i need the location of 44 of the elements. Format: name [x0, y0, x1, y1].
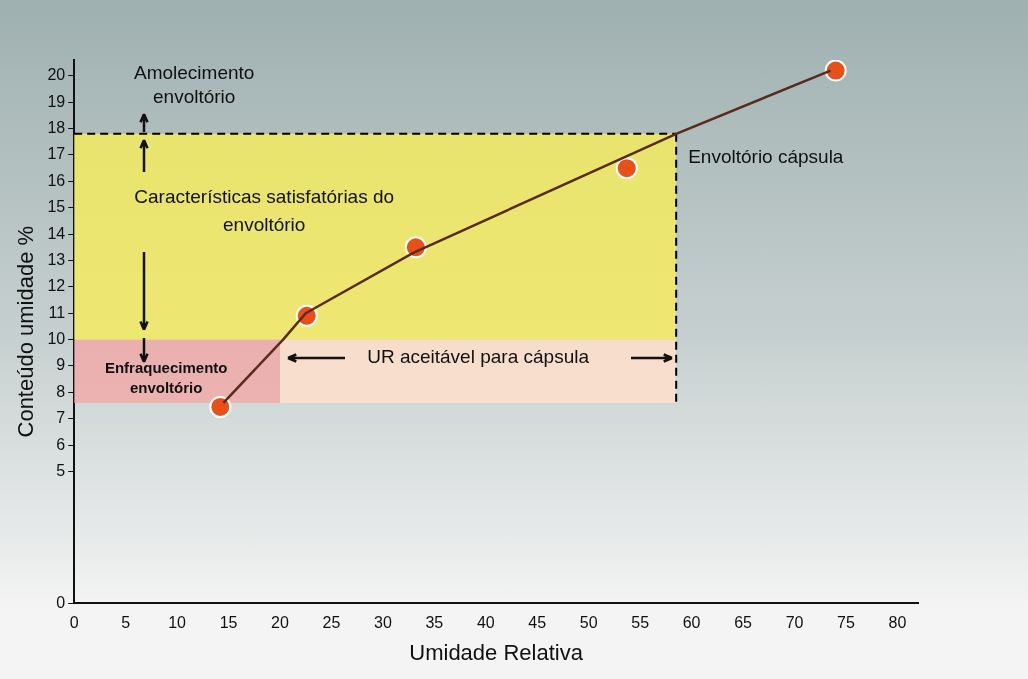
x-tick-label: 55	[631, 614, 650, 632]
band-label: Características satisfatórias do envoltório	[134, 185, 395, 235]
x-tick-label: 40	[476, 614, 495, 632]
x-tick-label: 50	[579, 614, 598, 632]
y-tick-label: 5	[56, 461, 66, 479]
y-tick-label: 0	[56, 593, 66, 611]
y-tick-label: 9	[56, 356, 66, 374]
y-tick-label: 8	[56, 382, 66, 400]
x-tick-label: 0	[69, 614, 79, 632]
series-label: Envoltório cápsula	[688, 146, 844, 168]
x-tick-label: 60	[682, 614, 701, 632]
point	[209, 395, 232, 418]
x-tick-label: 35	[425, 614, 444, 632]
x-tick-label: 5	[121, 614, 131, 632]
y-tick-label: 10	[47, 330, 66, 348]
point	[615, 157, 638, 180]
x-tick-label: 45	[528, 614, 547, 632]
y-tick-label: 18	[47, 118, 66, 136]
band-label: Enfraquecimento envoltório	[104, 359, 228, 397]
x-tick-label: 80	[888, 614, 907, 632]
x-tick-label: 10	[168, 614, 187, 632]
x-tick-label: 20	[271, 614, 289, 632]
x-tick-label: 15	[219, 614, 238, 632]
x-tick-label: 30	[374, 614, 392, 632]
y-tick-label: 6	[56, 435, 66, 453]
x-tick-label: 25	[322, 614, 341, 632]
y-axis-title: Conteúdo umidade %	[13, 225, 39, 438]
y-tick-label: 12	[47, 277, 66, 295]
band-label: UR aceitável para cápsula	[367, 346, 590, 368]
x-tick-label: 65	[734, 614, 753, 632]
y-tick-label: 14	[47, 224, 66, 242]
y-tick-label: 11	[48, 303, 66, 321]
annotation: Amolecimento envoltório	[134, 62, 255, 108]
y-tick-label: 15	[47, 198, 66, 216]
point	[824, 60, 847, 82]
x-tick-label: 75	[837, 614, 855, 632]
y-tick-label: 19	[47, 92, 66, 110]
y-tick-label: 20	[47, 66, 66, 84]
y-tick-label: 17	[47, 145, 66, 163]
y-tick-label: 16	[47, 171, 66, 189]
x-axis-title: Umidade Relativa	[409, 639, 584, 665]
x-tick-label: 70	[785, 614, 804, 632]
y-tick-label: 13	[47, 250, 66, 268]
y-tick-label: 7	[56, 409, 66, 427]
